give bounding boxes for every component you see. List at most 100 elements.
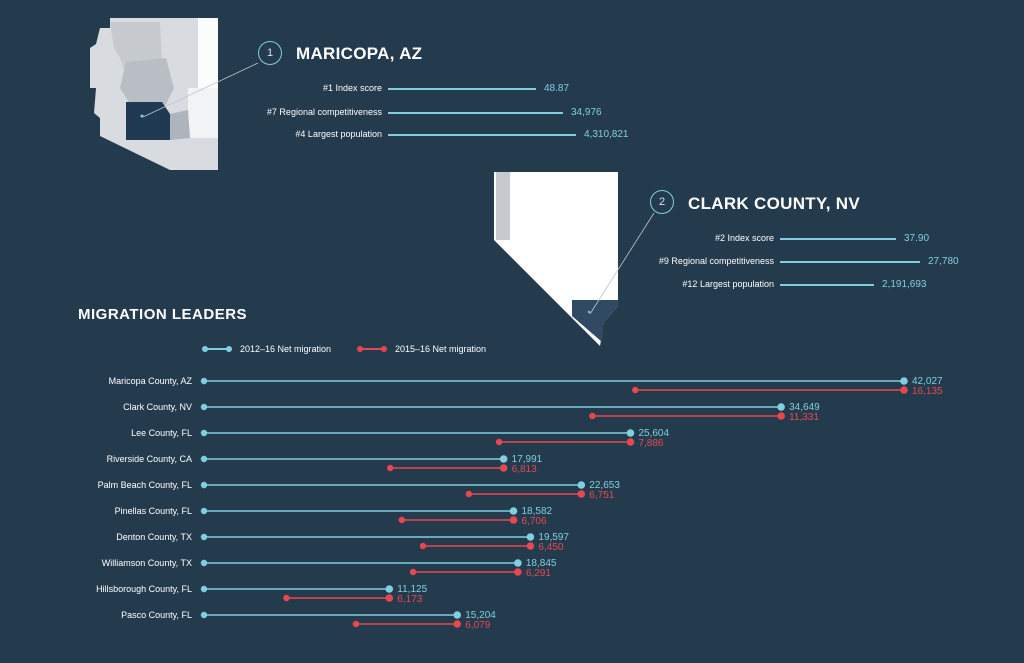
legend-swatch-blue bbox=[202, 346, 232, 352]
category-label-williamson-county-tx: Williamson County, TX bbox=[102, 558, 192, 568]
metric-value-clark-population: 2,191,693 bbox=[882, 279, 927, 290]
category-label-clark-county-nv: Clark County, NV bbox=[123, 402, 192, 412]
metric-label-clark-index: #2 Index score bbox=[714, 233, 774, 243]
dot-end-2015-16-clark-county-nv bbox=[777, 412, 785, 420]
metric-label-clark-population: #12 Largest population bbox=[682, 279, 774, 289]
value-label-2012-16-hillsborough-county-fl: 11,125 bbox=[397, 584, 427, 595]
dot-start-2012-16-williamson-county-tx bbox=[200, 559, 208, 567]
clark-county bbox=[572, 300, 618, 342]
dot-end-2012-16-lee-county-fl bbox=[626, 429, 635, 437]
value-label-2012-16-denton-county-tx: 19,597 bbox=[538, 532, 569, 543]
value-label-2015-16-pinellas-county-fl: 6,706 bbox=[522, 516, 547, 527]
value-label-2012-16-riverside-county-ca: 17,991 bbox=[512, 454, 543, 465]
dot-start-2012-16-palm-beach-county-fl bbox=[200, 481, 208, 489]
rank-badge-2: 2 bbox=[650, 190, 674, 214]
value-label-2015-16-denton-county-tx: 6,450 bbox=[538, 542, 563, 553]
dot-start-2015-16-maricopa-county-az bbox=[632, 386, 639, 394]
nevada-map bbox=[494, 172, 618, 346]
legend-label-2012-16: 2012–16 Net migration bbox=[240, 344, 332, 354]
legend-label-2015-16: 2015–16 Net migration bbox=[395, 344, 487, 354]
migration-title: MIGRATION LEADERS bbox=[78, 306, 248, 323]
category-label-palm-beach-county-fl: Palm Beach County, FL bbox=[98, 480, 192, 490]
value-label-2015-16-hillsborough-county-fl: 6,173 bbox=[397, 594, 422, 605]
dot-end-2012-16-williamson-county-tx bbox=[514, 559, 522, 567]
dot-end-2012-16-pinellas-county-fl bbox=[509, 507, 518, 515]
clark-callout-line bbox=[589, 212, 655, 315]
dot-start-2012-16-maricopa-county-az bbox=[200, 377, 208, 385]
dot-start-2012-16-denton-county-tx bbox=[200, 533, 208, 541]
category-label-pasco-county-fl: Pasco County, FL bbox=[121, 610, 192, 620]
metric-bar-maricopa-index bbox=[388, 88, 536, 90]
value-label-2012-16-pasco-county-fl: 15,204 bbox=[465, 610, 496, 621]
value-label-2015-16-williamson-county-tx: 6,291 bbox=[526, 568, 551, 579]
metric-value-maricopa-population: 4,310,821 bbox=[584, 129, 629, 140]
dot-end-2015-16-lee-county-fl bbox=[626, 438, 635, 446]
category-label-maricopa-county-az: Maricopa County, AZ bbox=[109, 376, 193, 386]
maricopa-callout-line bbox=[142, 62, 259, 118]
dot-start-2012-16-pasco-county-fl bbox=[200, 611, 208, 619]
dot-start-2015-16-lee-county-fl bbox=[495, 438, 503, 446]
metric-bar-clark-population bbox=[780, 284, 874, 286]
dot-start-2015-16-palm-beach-county-fl bbox=[465, 490, 473, 498]
dot-start-2015-16-hillsborough-county-fl bbox=[283, 594, 290, 602]
category-label-denton-county-tx: Denton County, TX bbox=[116, 532, 192, 542]
metric-value-clark-index: 37.90 bbox=[904, 233, 930, 244]
county-title-maricopa: MARICOPA, AZ bbox=[296, 44, 423, 63]
metric-value-maricopa-competitiveness: 34,976 bbox=[571, 107, 602, 118]
value-label-2012-16-lee-county-fl: 25,604 bbox=[638, 428, 669, 439]
metric-value-clark-competitiveness: 27,780 bbox=[928, 256, 959, 267]
value-label-2015-16-palm-beach-county-fl: 6,751 bbox=[589, 490, 614, 501]
central-counties bbox=[120, 58, 174, 108]
dot-end-2012-16-pasco-county-fl bbox=[453, 611, 462, 619]
dot-end-2012-16-palm-beach-county-fl bbox=[577, 481, 586, 489]
maricopa-county bbox=[126, 102, 170, 140]
dot-end-2015-16-maricopa-county-az bbox=[900, 386, 908, 394]
northern-counties bbox=[110, 22, 162, 70]
dot-end-2015-16-palm-beach-county-fl bbox=[577, 490, 586, 498]
metric-label-clark-competitiveness: #9 Regional competitiveness bbox=[658, 256, 774, 266]
value-label-2015-16-lee-county-fl: 7,886 bbox=[638, 438, 663, 449]
value-label-2012-16-maricopa-county-az: 42,027 bbox=[912, 376, 943, 387]
metric-bar-clark-competitiveness bbox=[780, 261, 920, 263]
dot-start-2012-16-clark-county-nv bbox=[200, 403, 208, 411]
value-label-2012-16-clark-county-nv: 34,649 bbox=[789, 402, 820, 413]
dot-end-2015-16-williamson-county-tx bbox=[514, 568, 522, 576]
dot-start-2012-16-riverside-county-ca bbox=[200, 455, 208, 463]
metric-label-maricopa-index: #1 Index score bbox=[322, 83, 382, 93]
dot-end-2012-16-riverside-county-ca bbox=[499, 455, 508, 463]
metric-bar-maricopa-competitiveness bbox=[388, 112, 563, 114]
value-label-2015-16-riverside-county-ca: 6,813 bbox=[512, 464, 537, 475]
metric-bar-clark-index bbox=[780, 238, 896, 240]
dot-start-2015-16-clark-county-nv bbox=[589, 412, 596, 420]
dot-start-2015-16-williamson-county-tx bbox=[409, 568, 417, 576]
dot-end-2015-16-pinellas-county-fl bbox=[509, 516, 518, 524]
category-label-riverside-county-ca: Riverside County, CA bbox=[107, 454, 192, 464]
clark-point bbox=[587, 310, 591, 314]
white-county-east bbox=[188, 88, 218, 138]
arizona-map bbox=[90, 18, 218, 170]
dot-start-2012-16-lee-county-fl bbox=[200, 429, 208, 437]
pinal-county bbox=[170, 110, 190, 140]
metric-value-maricopa-index: 48.87 bbox=[544, 83, 570, 94]
dot-start-2015-16-pinellas-county-fl bbox=[398, 516, 406, 524]
category-label-pinellas-county-fl: Pinellas County, FL bbox=[115, 506, 192, 516]
county-title-clark: CLARK COUNTY, NV bbox=[688, 194, 860, 213]
dot-end-2012-16-denton-county-tx bbox=[526, 533, 535, 541]
dot-end-2012-16-hillsborough-county-fl bbox=[385, 585, 394, 593]
maricopa-point bbox=[140, 114, 144, 118]
value-label-2015-16-clark-county-nv: 11,331 bbox=[789, 412, 819, 423]
legend-swatch-red bbox=[357, 346, 387, 352]
dot-end-2015-16-riverside-county-ca bbox=[499, 464, 508, 472]
dot-start-2015-16-pasco-county-fl bbox=[352, 620, 360, 628]
rank-badge-1: 1 bbox=[258, 41, 282, 65]
dot-start-2012-16-hillsborough-county-fl bbox=[200, 585, 208, 593]
value-label-2015-16-maricopa-county-az: 16,135 bbox=[912, 386, 943, 397]
value-label-2012-16-palm-beach-county-fl: 22,653 bbox=[589, 480, 620, 491]
dot-start-2015-16-riverside-county-ca bbox=[386, 464, 394, 472]
metric-label-maricopa-population: #4 Largest population bbox=[295, 129, 382, 139]
value-label-2012-16-williamson-county-tx: 18,845 bbox=[526, 558, 557, 569]
dot-end-2012-16-maricopa-county-az bbox=[900, 377, 908, 385]
dot-start-2012-16-pinellas-county-fl bbox=[200, 507, 208, 515]
